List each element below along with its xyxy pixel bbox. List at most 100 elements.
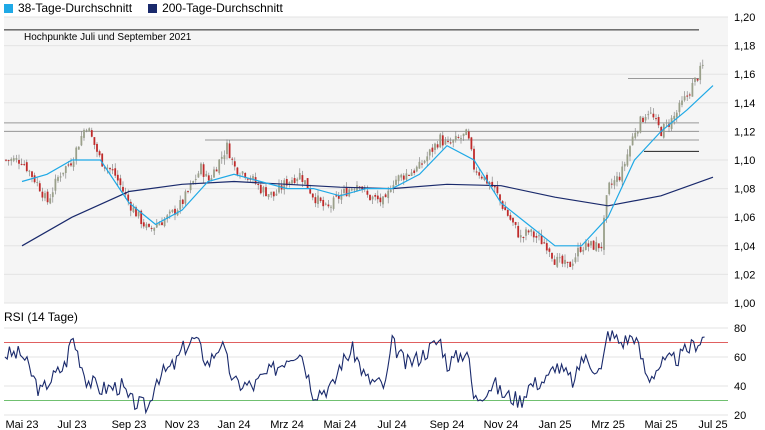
candle-down: [31, 171, 33, 177]
candle-up: [291, 180, 293, 184]
price-y-tick-label: 1,04: [734, 241, 755, 253]
candle-up: [465, 129, 468, 136]
candle-up: [88, 128, 91, 132]
candle-down: [436, 144, 439, 148]
candle-up: [400, 174, 403, 178]
candle-down: [257, 184, 260, 186]
price-y-tick-label: 1,20: [734, 12, 755, 24]
candle-up: [36, 182, 39, 184]
candle-up: [85, 130, 88, 132]
price-panel: 1,20 1,18 1,16 1,14 1,12 1,10 1,08 1,06 1,04 1,02…: [4, 12, 755, 310]
candle-up: [153, 227, 156, 231]
candle-up: [483, 176, 486, 180]
candles-group: [5, 59, 704, 270]
candle-down: [597, 243, 600, 249]
legend-label-ma200: 200-Tage-Durchschnitt: [162, 1, 283, 15]
candle-down: [514, 222, 517, 225]
candle-down: [335, 195, 338, 197]
legend-item-ma38[interactable]: 38-Tage-Durchschnitt: [4, 1, 132, 15]
candle-up: [462, 133, 465, 137]
candle-down: [441, 135, 444, 146]
candle-up: [525, 229, 527, 236]
rsi-title: RSI (14 Tage): [4, 310, 78, 324]
candle-down: [657, 117, 660, 126]
candle-up: [636, 131, 639, 134]
candle-up: [353, 189, 356, 191]
candle-down: [322, 199, 325, 207]
price-y-tick-label: 1,16: [734, 69, 755, 81]
rsi-y-tick-label: 20: [734, 410, 746, 422]
candle-down: [470, 137, 473, 150]
candle-up: [137, 211, 140, 217]
candle-up: [223, 155, 226, 160]
ma200-line: [21, 176, 714, 247]
candle-down: [493, 185, 496, 188]
legend-swatch-ma38: [4, 3, 13, 13]
candle-down: [20, 163, 23, 165]
candle-down: [447, 140, 449, 142]
candle-up: [83, 129, 85, 138]
candle-down: [488, 182, 491, 184]
candle-up: [296, 178, 299, 182]
candle-up: [168, 211, 171, 214]
candle-up: [75, 147, 78, 160]
candle-up: [415, 166, 418, 172]
candle-up: [519, 235, 522, 238]
candle-down: [413, 170, 416, 174]
candle-up: [584, 241, 587, 250]
candle-down: [358, 186, 361, 188]
candle-down: [265, 187, 267, 197]
candle-up: [49, 198, 52, 204]
candle-up: [192, 181, 195, 184]
candle-down: [116, 174, 119, 181]
candle-up: [350, 188, 353, 191]
candle-up: [426, 156, 429, 162]
candle-down: [561, 255, 564, 264]
candle-down: [504, 207, 507, 211]
candle-up: [184, 191, 187, 204]
legend-item-ma200[interactable]: 200-Tage-Durchschnitt: [148, 1, 283, 15]
candle-down: [140, 210, 143, 225]
x-tick-label: Jan 24: [217, 419, 250, 430]
candle-up: [444, 140, 447, 145]
candle-down: [161, 222, 163, 226]
candle-up: [252, 176, 254, 180]
candle-down: [618, 176, 621, 181]
price-y-tick-label: 1,00: [734, 298, 755, 310]
candle-up: [571, 263, 574, 266]
candle-up: [343, 188, 345, 193]
candle-up: [288, 181, 291, 185]
candle-up: [218, 159, 221, 174]
candle-up: [12, 158, 15, 161]
candle-down: [111, 169, 114, 171]
candle-up: [613, 180, 616, 186]
candle-down: [449, 142, 452, 144]
candle-up: [397, 175, 400, 182]
candle-down: [527, 230, 530, 233]
candle-down: [67, 164, 70, 166]
x-tick-label: Mrz 25: [591, 419, 625, 430]
candle-down: [548, 248, 551, 252]
candle-down: [142, 222, 145, 227]
candle-down: [96, 143, 98, 152]
candle-up: [681, 100, 683, 105]
candle-down: [233, 161, 236, 167]
rsi-y-tick-label: 80: [734, 323, 746, 335]
candle-up: [603, 217, 605, 250]
x-tick-label: Nov 24: [484, 419, 519, 430]
candle-down: [366, 190, 369, 195]
candle-down: [5, 159, 7, 161]
candle-down: [98, 151, 101, 156]
x-tick-label: Mai 24: [323, 419, 356, 430]
candle-up: [629, 146, 631, 157]
candle-down: [402, 175, 405, 180]
candle-down: [215, 169, 218, 172]
candle-up: [678, 102, 681, 113]
candle-up: [538, 235, 540, 237]
candle-down: [610, 183, 613, 185]
candle-down: [540, 235, 543, 245]
candle-down: [301, 175, 304, 182]
candle-up: [556, 256, 559, 267]
candle-up: [564, 259, 566, 264]
candle-up: [54, 178, 57, 191]
